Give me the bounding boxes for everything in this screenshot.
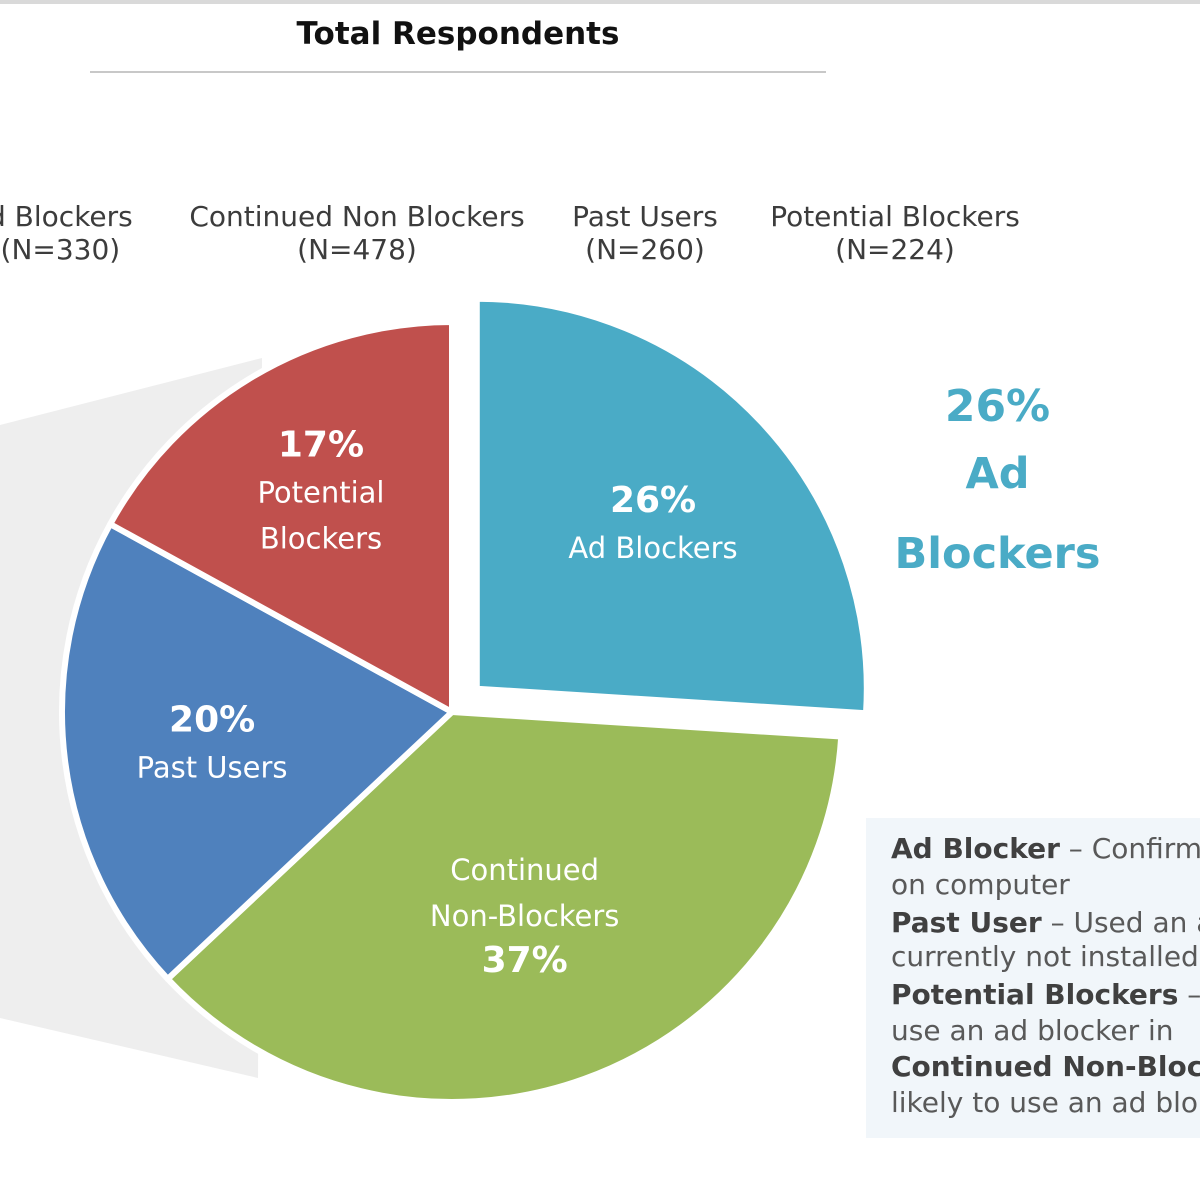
title-rule — [90, 71, 826, 73]
header-name: d Blockers — [0, 200, 133, 233]
definition-term: Continued Non-Blockers — [891, 1050, 1200, 1083]
header-name: Past Users — [572, 200, 718, 233]
chart-title: Total Respondents — [296, 16, 620, 52]
pie-labels: 26% Ad Blockers Continued Non-Blockers 37% 20… — [137, 424, 738, 980]
slice-continued-non-blockers — [164, 709, 845, 1105]
header-count: (N=260) — [585, 233, 705, 266]
top-border — [0, 0, 1200, 4]
definition-text: use an ad blocker in — [891, 1014, 1174, 1047]
definition-term: Ad Blocker — [891, 832, 1060, 865]
slice-percent-label: 37% — [482, 940, 568, 981]
definition-text: – Confirm — [1059, 832, 1200, 865]
slice-name-label: Continued — [450, 853, 599, 887]
header-past-users: Past Users (N=260) — [565, 200, 725, 266]
definition-line: Continued Non-Blockers — [891, 1050, 1200, 1083]
slice-name-label: Ad Blockers — [568, 531, 737, 565]
definition-text: – N — [1187, 978, 1200, 1011]
header-continued-non-blockers: Continued Non Blockers (N=478) — [184, 200, 530, 266]
slice-past-users — [59, 521, 455, 982]
slice-name-label: Non-Blockers — [430, 899, 620, 933]
definition-text: currently not installed — [891, 940, 1199, 973]
header-count: (N=224) — [835, 233, 955, 266]
definition-line: on computer — [891, 868, 1070, 901]
definition-term: Past User — [891, 906, 1042, 939]
header-name: Continued Non Blockers — [189, 200, 525, 233]
definition-term: Potential Blockers — [891, 978, 1179, 1011]
slice-potential-blockers — [107, 319, 455, 715]
slice-name-label: Blockers — [260, 521, 382, 555]
pie-slices — [59, 295, 870, 1105]
slice-name-label: Past Users — [137, 750, 288, 784]
header-potential-blockers: Potential Blockers (N=224) — [764, 200, 1026, 266]
definition-line: likely to use an ad blo — [891, 1086, 1198, 1119]
definition-text: – Used an a — [1041, 906, 1200, 939]
header-ad-blockers: d Blockers (N=330) — [0, 200, 133, 266]
callout-percent: 26% — [944, 381, 1051, 432]
callout-label: Ad Blockers — [894, 449, 1101, 579]
definition-text: likely to use an ad blo — [891, 1086, 1199, 1119]
definitions-box: Ad Blocker – Confirm on computer Past Us… — [866, 818, 1200, 1138]
definition-text: on computer — [891, 868, 1070, 901]
slice-percent-label: 26% — [610, 480, 696, 521]
definition-line: Past User – Used an a — [891, 906, 1200, 939]
definition-line: Potential Blockers – N — [891, 978, 1200, 1011]
highlight-callout: 26% Ad Blockers — [860, 380, 1135, 594]
header-count: (N=478) — [297, 233, 417, 266]
definition-line: use an ad blocker in — [891, 1014, 1174, 1047]
slice-percent-label: 20% — [169, 699, 255, 740]
slice-percent-label: 17% — [278, 424, 364, 465]
slice-ad-blockers — [473, 295, 870, 717]
definition-line: Ad Blocker – Confirm — [891, 832, 1200, 865]
header-count: (N=330) — [0, 233, 121, 266]
header-name: Potential Blockers — [770, 200, 1020, 233]
slice-name-label: Potential — [257, 475, 384, 509]
definition-line: currently not installed — [891, 940, 1199, 973]
